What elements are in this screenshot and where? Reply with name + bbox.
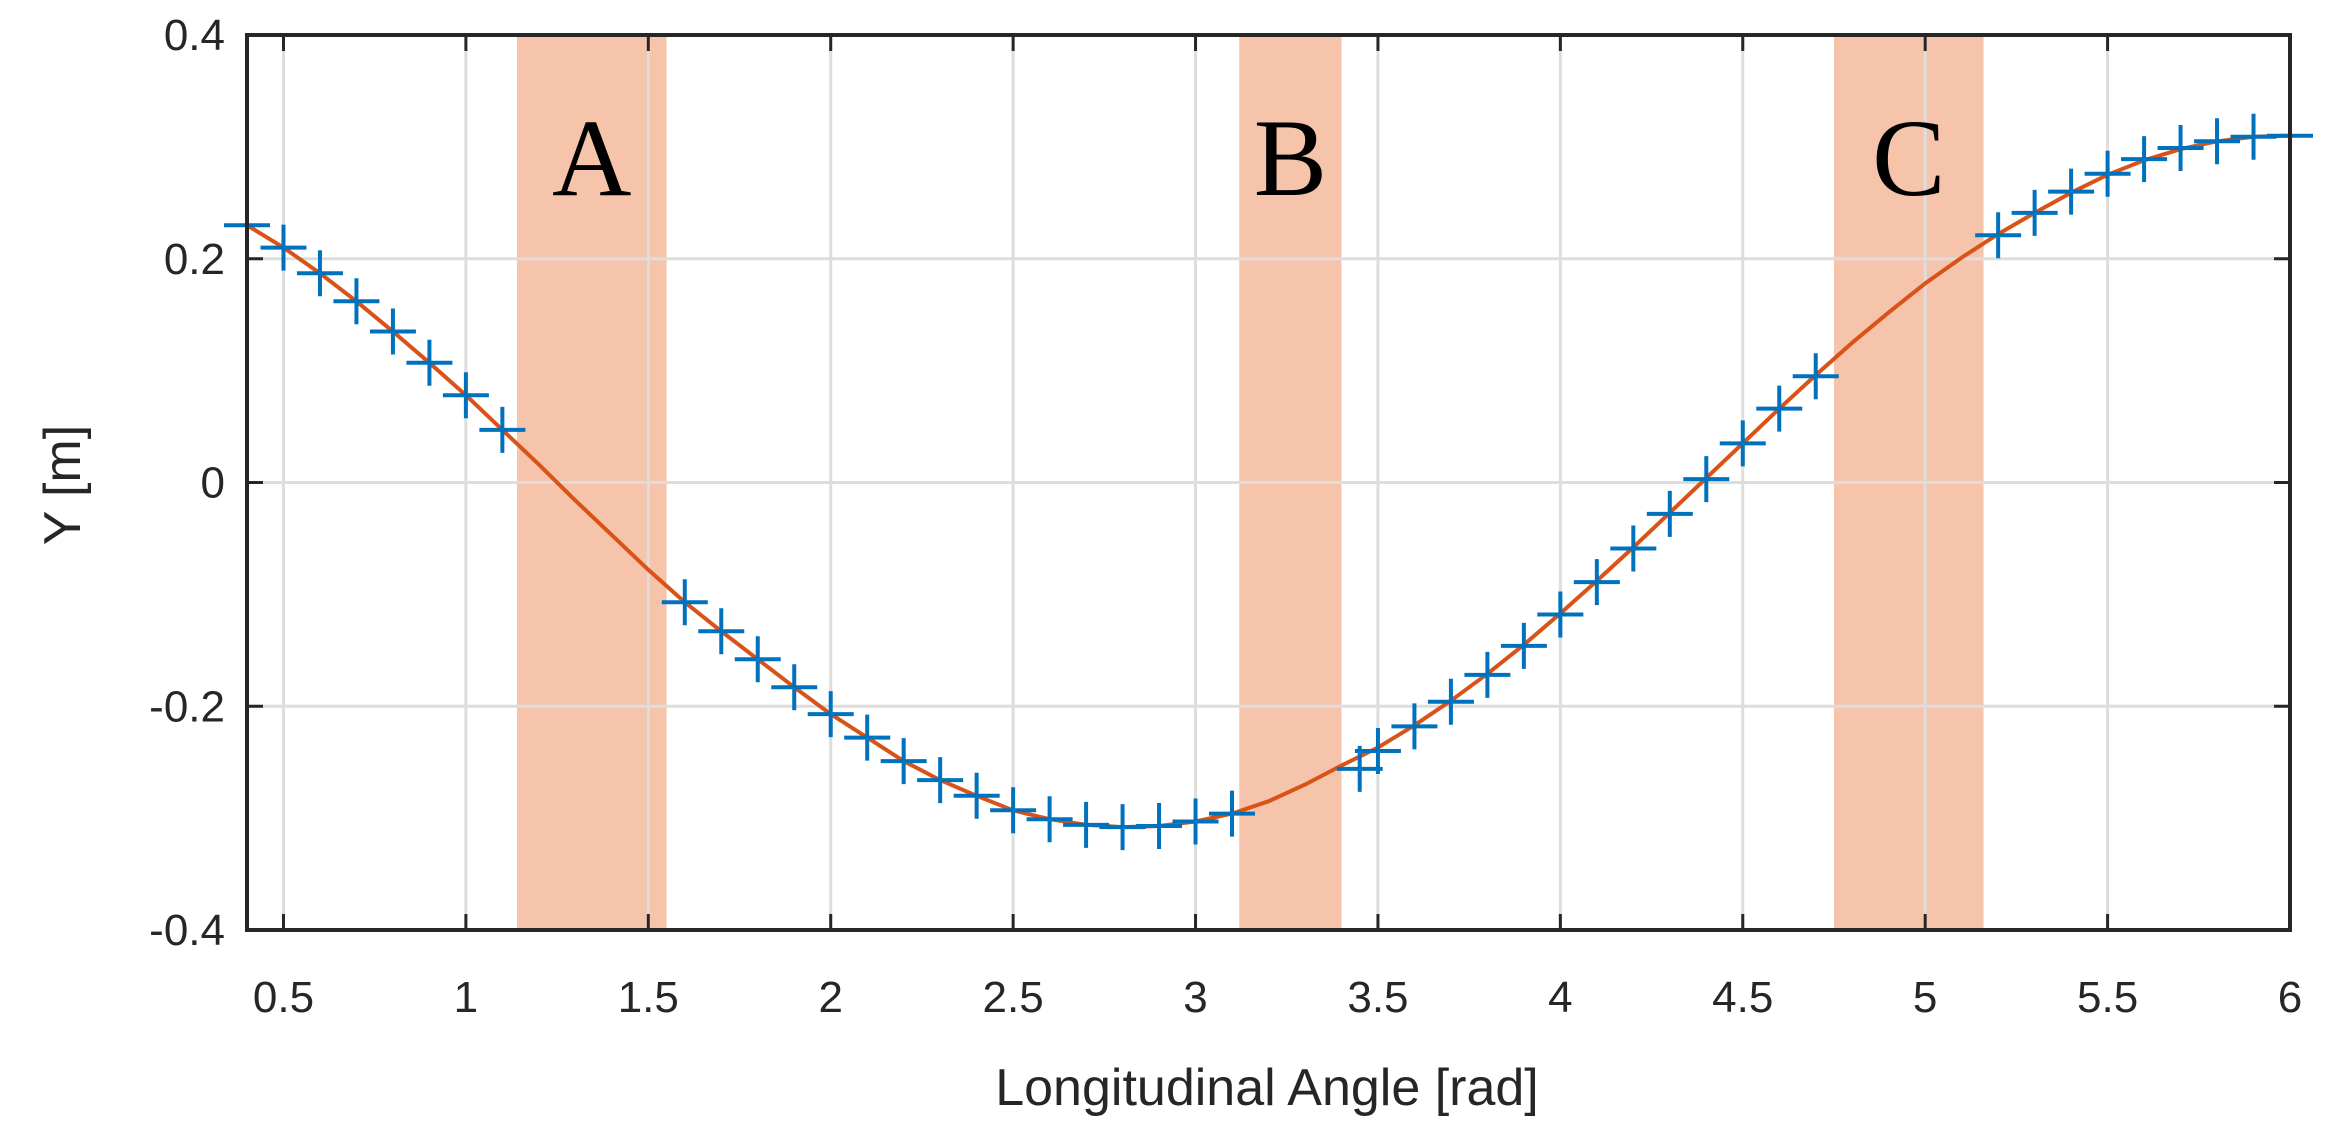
x-tick-label: 6	[2278, 973, 2302, 1022]
plot-frame	[245, 33, 2292, 932]
data-point-marker	[260, 224, 307, 271]
data-point-marker	[734, 636, 781, 683]
y-tick-label: 0.2	[164, 235, 225, 284]
data-point-marker	[1646, 490, 1693, 537]
y-tick-label: 0	[201, 459, 225, 508]
data-point-marker	[479, 406, 526, 453]
data-point-marker	[880, 738, 927, 785]
region-labels: A B C	[552, 97, 1945, 219]
x-tick-label: 4.5	[1712, 973, 1773, 1022]
data-point-marker	[1975, 212, 2022, 259]
data-point-marker	[990, 787, 1037, 834]
region-label-a: A	[552, 97, 631, 219]
data-point-marker	[1136, 802, 1183, 849]
data-point-marker	[1610, 525, 1657, 572]
data-point-marker	[2048, 168, 2095, 215]
data-point-marker	[2011, 189, 2058, 236]
x-tick-label: 5.5	[2077, 973, 2138, 1022]
data-point-marker	[661, 579, 708, 626]
data-point-marker	[1026, 796, 1073, 843]
x-tick-label: 5	[1913, 973, 1937, 1022]
data-point-marker	[807, 691, 854, 738]
x-tick-label: 1.5	[618, 973, 679, 1022]
x-tick-label: 2	[818, 973, 842, 1022]
data-point-marker	[1719, 420, 1766, 467]
data-point-marker	[2157, 124, 2204, 171]
data-point-marker	[1172, 798, 1219, 845]
x-tick-label: 0.5	[253, 973, 314, 1022]
data-point-marker	[1573, 559, 1620, 606]
data-point-marker	[1683, 456, 1730, 503]
y-axis-title: Y [m]	[34, 425, 92, 545]
region-label-b: B	[1254, 97, 1327, 219]
data-point-marker	[1427, 678, 1474, 725]
data-point-marker	[1354, 728, 1401, 774]
x-axis-title: Longitudinal Angle [rad]	[995, 1059, 1539, 1117]
fit-line-series	[245, 133, 2291, 830]
fit-line	[245, 133, 2291, 830]
data-point-marker	[2084, 150, 2131, 197]
data-point-marker	[698, 608, 745, 655]
x-tick-labels: 0.5 1 1.5 2 2.5 3 3.5 4 4.5 5 5.5 6	[253, 973, 2302, 1022]
y-tick-labels: -0.4 -0.2 0 0.2 0.4	[149, 11, 225, 955]
data-point-marker	[2194, 118, 2241, 165]
data-point-marker	[844, 714, 891, 761]
x-tick-label: 2.5	[983, 973, 1044, 1022]
data-point-marker	[333, 278, 380, 325]
plot-border	[245, 33, 2292, 932]
data-point-marker	[1336, 745, 1383, 792]
data-point-marker	[1537, 591, 1584, 638]
data-point-marker	[953, 772, 1000, 819]
data-point-marker	[1209, 790, 1256, 837]
x-tick-label: 3.5	[1347, 973, 1408, 1022]
data-point-marker	[1464, 651, 1511, 698]
data-point-marker	[1391, 703, 1438, 750]
region-label-c: C	[1872, 97, 1945, 219]
data-point-marker	[1756, 385, 1803, 432]
data-point-marker	[406, 339, 453, 386]
data-point-marker	[296, 250, 343, 297]
marker-series	[224, 112, 2313, 851]
data-point-marker	[1063, 801, 1110, 848]
data-point-marker	[369, 308, 416, 355]
x-tick-label: 1	[454, 973, 478, 1022]
x-tick-label: 3	[1183, 973, 1207, 1022]
y-tick-label: -0.4	[149, 906, 225, 955]
data-point-marker	[1500, 622, 1547, 669]
y-tick-label: 0.4	[164, 11, 225, 60]
data-point-marker	[771, 664, 818, 711]
data-point-marker	[2121, 136, 2168, 183]
data-point-marker	[1792, 353, 1839, 400]
data-point-marker	[442, 372, 489, 419]
y-tick-label: -0.2	[149, 682, 225, 731]
data-point-marker	[917, 757, 964, 804]
x-tick-label: 4	[1548, 973, 1572, 1022]
